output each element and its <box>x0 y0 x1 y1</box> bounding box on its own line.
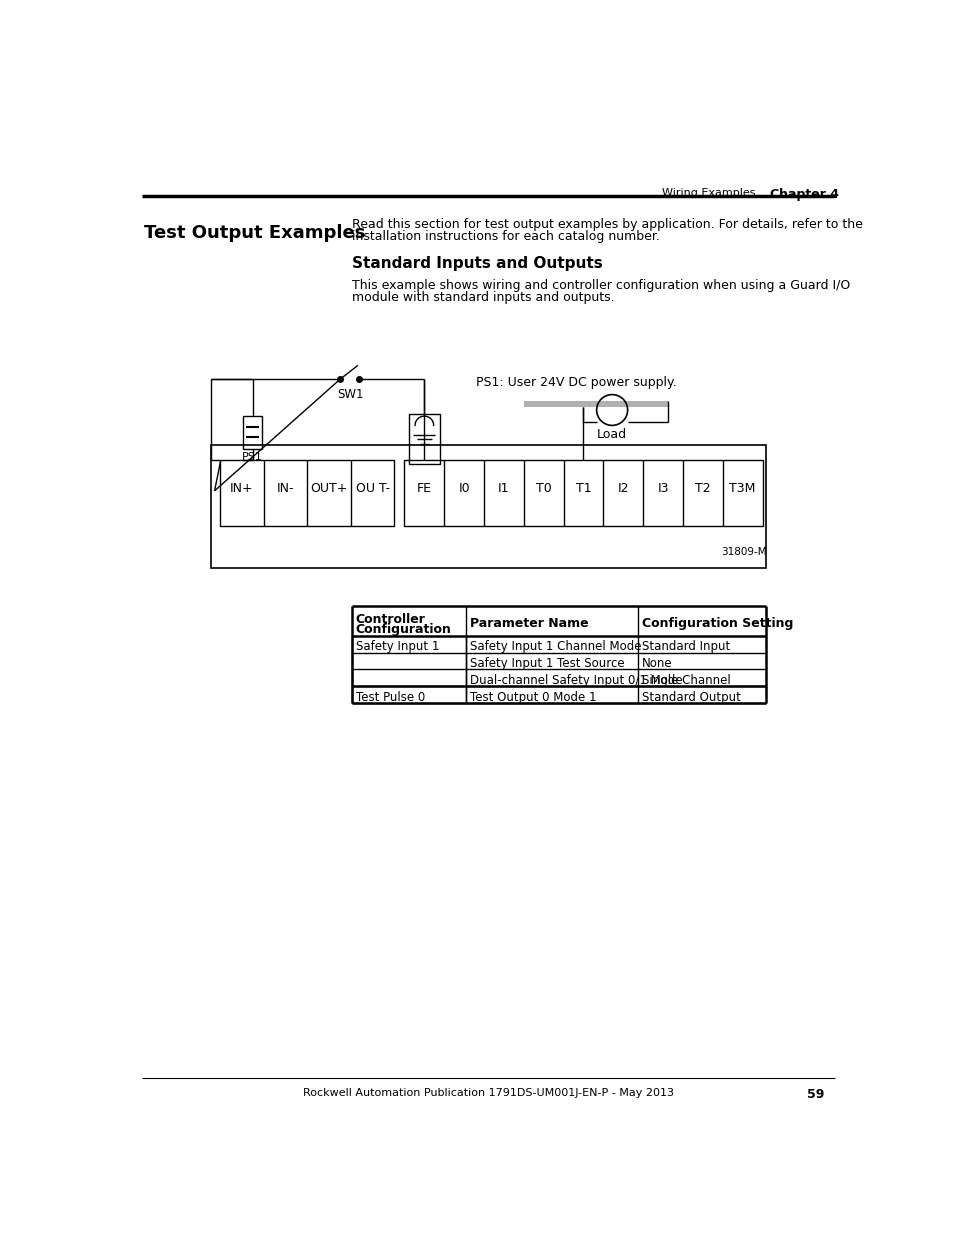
Text: T2: T2 <box>695 483 710 495</box>
Text: Read this section for test output examples by application. For details, refer to: Read this section for test output exampl… <box>352 217 862 231</box>
Text: Parameter Name: Parameter Name <box>470 618 588 630</box>
Text: Safety Input 1 Test Source: Safety Input 1 Test Source <box>470 657 624 671</box>
Text: Safety Input 1: Safety Input 1 <box>355 640 438 653</box>
Text: Test Pulse 0: Test Pulse 0 <box>355 692 424 704</box>
Text: Standard Inputs and Outputs: Standard Inputs and Outputs <box>352 256 602 270</box>
Text: Test Output 0 Mode 1: Test Output 0 Mode 1 <box>470 692 597 704</box>
Text: installation instructions for each catalog number.: installation instructions for each catal… <box>352 230 659 243</box>
Text: FE: FE <box>416 483 432 495</box>
Text: 59: 59 <box>806 1088 823 1100</box>
Text: I0: I0 <box>457 483 470 495</box>
Text: T0: T0 <box>536 483 551 495</box>
Text: PS1: User 24V DC power supply.: PS1: User 24V DC power supply. <box>476 377 676 389</box>
Text: This example shows wiring and controller configuration when using a Guard I/O: This example shows wiring and controller… <box>352 279 849 293</box>
Text: Controller: Controller <box>355 613 425 625</box>
Text: Wiring Examples: Wiring Examples <box>661 188 755 199</box>
Text: IN+: IN+ <box>230 483 253 495</box>
Text: SW1: SW1 <box>336 389 363 401</box>
Text: OU T-: OU T- <box>355 483 389 495</box>
Text: IN-: IN- <box>276 483 294 495</box>
Bar <box>523 401 667 406</box>
Text: I3: I3 <box>657 483 668 495</box>
Text: None: None <box>641 657 672 671</box>
Text: Dual-channel Safety Input 0/1 Mode: Dual-channel Safety Input 0/1 Mode <box>470 674 682 687</box>
Text: I2: I2 <box>617 483 628 495</box>
Text: Standard Output: Standard Output <box>641 692 740 704</box>
Text: PS1: PS1 <box>242 452 263 462</box>
Text: T1: T1 <box>575 483 591 495</box>
Text: Configuration: Configuration <box>355 622 451 636</box>
Text: Load: Load <box>597 429 626 441</box>
Text: Single Channel: Single Channel <box>641 674 730 687</box>
Bar <box>220 461 394 526</box>
Text: Configuration Setting: Configuration Setting <box>641 618 793 630</box>
Bar <box>211 445 765 568</box>
Text: OUT+: OUT+ <box>310 483 347 495</box>
Text: Test Output Examples: Test Output Examples <box>144 224 365 242</box>
Text: Safety Input 1 Channel Mode: Safety Input 1 Channel Mode <box>470 640 641 653</box>
Text: T3M: T3M <box>729 483 755 495</box>
Text: Rockwell Automation Publication 1791DS-UM001J-EN-P - May 2013: Rockwell Automation Publication 1791DS-U… <box>303 1088 674 1098</box>
Text: Chapter 4: Chapter 4 <box>769 188 839 201</box>
Bar <box>404 461 761 526</box>
Bar <box>243 416 261 448</box>
Text: Standard Input: Standard Input <box>641 640 730 653</box>
Bar <box>409 414 439 464</box>
Text: 31809-M: 31809-M <box>720 547 765 557</box>
Text: module with standard inputs and outputs.: module with standard inputs and outputs. <box>352 291 614 304</box>
Text: I1: I1 <box>497 483 509 495</box>
